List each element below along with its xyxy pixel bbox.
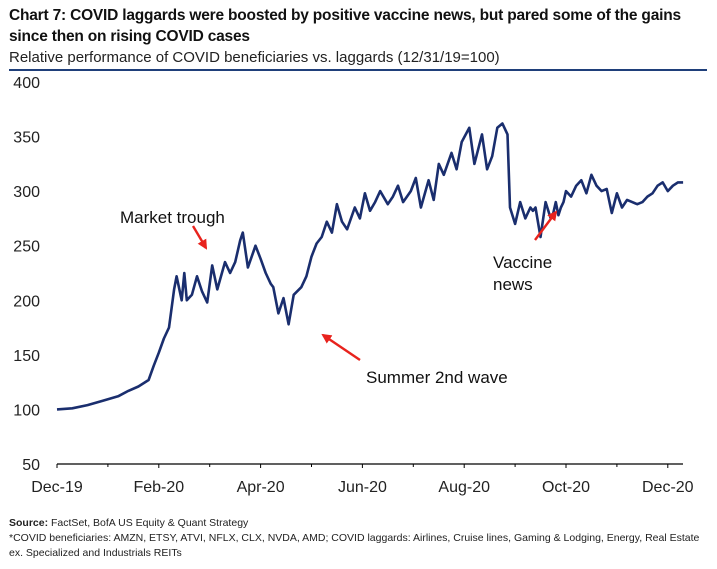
footnote: *COVID beneficiaries: AMZN, ETSY, ATVI, … (9, 532, 700, 559)
title-rule (9, 69, 707, 71)
x-tick-label: Dec-20 (642, 479, 694, 496)
y-tick-label: 100 (13, 402, 40, 419)
source-text: FactSet, BofA US Equity & Quant Strategy (51, 517, 249, 529)
source-label: Source: (9, 517, 49, 529)
footer: Source: FactSet, BofA US Equity & Quant … (9, 516, 709, 561)
source-line: Source: FactSet, BofA US Equity & Quant … (9, 516, 709, 531)
x-tick-label: Dec-19 (31, 479, 83, 496)
annotation-arrow (191, 225, 208, 250)
x-tick-label: Feb-20 (133, 479, 184, 496)
x-tick-label: Jun-20 (338, 479, 387, 496)
annotation-market-trough: Market trough (120, 208, 225, 227)
y-tick-label: 150 (13, 348, 40, 365)
chart-title: Chart 7: COVID laggards were boosted by … (9, 7, 681, 45)
x-tick-label: Apr-20 (237, 479, 285, 496)
y-tick-label: 250 (13, 239, 40, 256)
y-tick-label: 350 (13, 130, 40, 147)
y-tick-label: 300 (13, 184, 40, 201)
x-tick-label: Aug-20 (438, 479, 490, 496)
y-tick-label: 50 (22, 457, 40, 474)
annotation-vaccine-news: Vaccine news (493, 253, 552, 294)
series-line (56, 122, 684, 411)
annotation-arrow (321, 333, 361, 361)
y-tick-label: 400 (13, 75, 40, 92)
x-tick-label: Oct-20 (542, 479, 590, 496)
chart-subtitle: Relative performance of COVID beneficiar… (9, 49, 500, 66)
annotation-summer-2nd-wave: Summer 2nd wave (366, 368, 508, 387)
y-tick-label: 200 (13, 293, 40, 310)
annotation-arrow (534, 210, 558, 241)
